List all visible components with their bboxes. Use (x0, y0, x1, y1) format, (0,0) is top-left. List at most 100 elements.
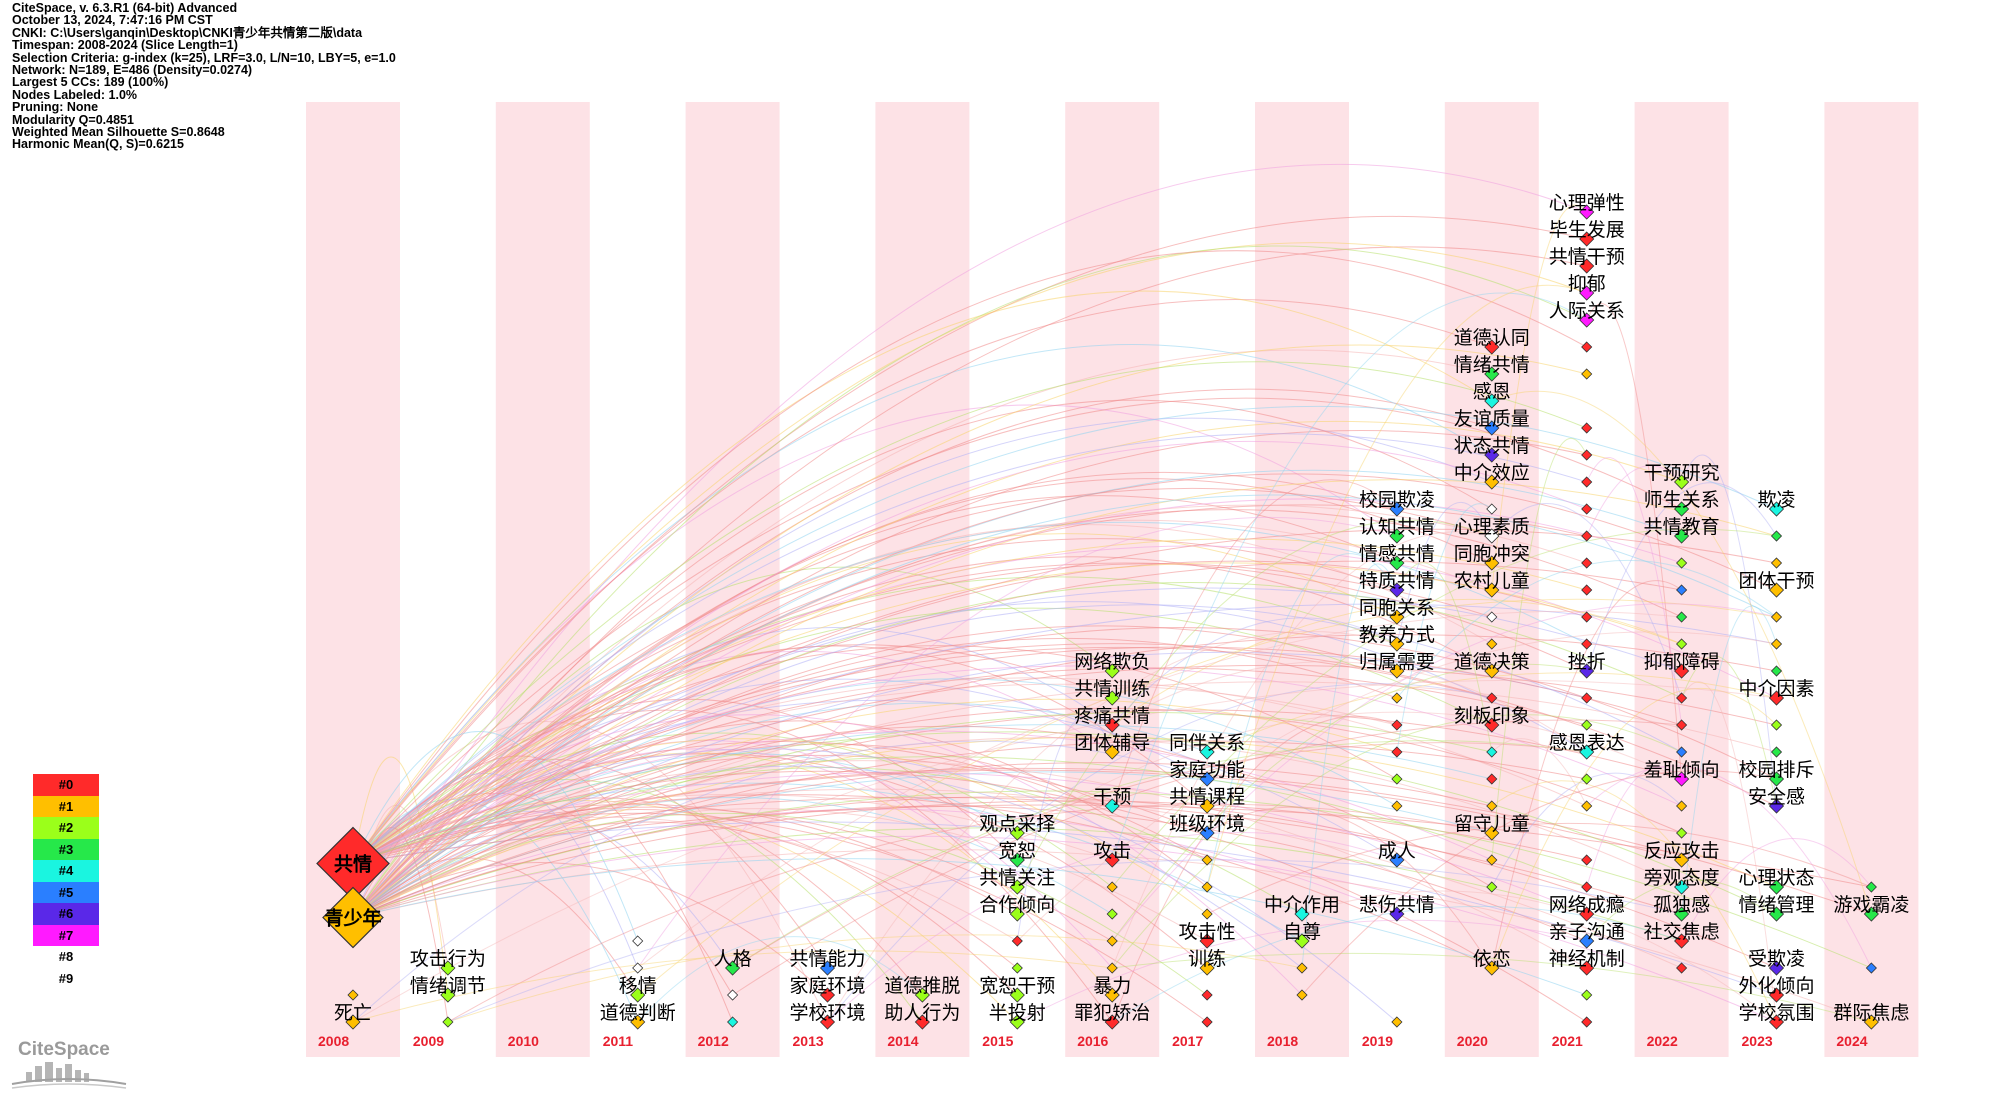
keyword-label[interactable]: 共情课程 (1169, 786, 1245, 808)
keyword-node[interactable] (1768, 771, 1785, 787)
keyword-node[interactable] (1579, 906, 1595, 922)
keyword-node[interactable] (1581, 476, 1593, 488)
keyword-label[interactable]: 感恩 (1473, 381, 1511, 403)
keyword-label[interactable]: 挫折 (1568, 651, 1606, 673)
keyword-node[interactable] (1770, 611, 1783, 623)
keyword-node[interactable] (322, 886, 384, 949)
keyword-node[interactable] (1104, 987, 1120, 1003)
keyword-node[interactable] (347, 989, 359, 1001)
keyword-node[interactable] (1674, 852, 1690, 868)
keyword-node[interactable] (1106, 908, 1118, 920)
keyword-node[interactable] (1389, 528, 1405, 544)
keyword-node[interactable] (1486, 773, 1498, 785)
keyword-label[interactable]: 罪犯矫治 (1074, 1002, 1150, 1024)
keyword-node[interactable] (1106, 935, 1118, 947)
keyword-node[interactable] (1768, 906, 1785, 922)
keyword-node[interactable] (1676, 746, 1688, 758)
keyword-label[interactable]: 网络成瘾 (1549, 894, 1625, 916)
keyword-label[interactable]: 抑郁障碍 (1644, 651, 1720, 673)
keyword-label[interactable]: 师生关系 (1644, 489, 1720, 511)
keyword-label[interactable]: 人格 (714, 948, 752, 970)
keyword-label[interactable]: 教养方式 (1359, 624, 1435, 646)
keyword-label[interactable]: 宽恕 (998, 840, 1036, 862)
keyword-label[interactable]: 道德认同 (1454, 327, 1530, 349)
keyword-node[interactable] (1484, 960, 1500, 976)
keyword-label[interactable]: 网络欺负 (1074, 651, 1150, 673)
keyword-node[interactable] (630, 1014, 646, 1030)
keyword-node[interactable] (914, 1014, 930, 1030)
keyword-node[interactable] (1199, 798, 1215, 814)
keyword-label[interactable]: 归属需要 (1359, 651, 1435, 673)
keyword-node[interactable] (1581, 341, 1593, 353)
keyword-node[interactable] (1768, 798, 1785, 814)
keyword-label[interactable]: 宽恕干预 (979, 975, 1055, 997)
keyword-label[interactable]: 依恋 (1473, 948, 1511, 970)
keyword-node[interactable] (632, 935, 644, 947)
keyword-node[interactable] (1581, 449, 1593, 461)
keyword-label[interactable]: 成人 (1378, 840, 1416, 862)
keyword-node[interactable] (1484, 474, 1500, 490)
keyword-node[interactable] (1201, 881, 1213, 893)
keyword-label[interactable]: 道德判断 (600, 1002, 676, 1024)
keyword-label[interactable]: 感恩表达 (1549, 732, 1625, 754)
keyword-node[interactable] (1009, 825, 1025, 841)
keyword-node[interactable] (1484, 339, 1500, 355)
keyword-node[interactable] (1676, 557, 1688, 569)
keyword-label[interactable]: 欺凌 (1757, 489, 1795, 511)
keyword-node[interactable] (1009, 852, 1025, 868)
keyword-label[interactable]: 疼痛共情 (1074, 705, 1150, 727)
keyword-node[interactable] (1581, 584, 1593, 596)
keyword-node[interactable] (1581, 503, 1593, 515)
keyword-node[interactable] (1011, 935, 1023, 947)
keyword-label[interactable]: 学校氛围 (1738, 1002, 1814, 1024)
keyword-node[interactable] (1676, 719, 1688, 731)
keyword-label[interactable]: 共情能力 (789, 948, 865, 970)
keyword-label[interactable]: 友谊质量 (1454, 408, 1530, 430)
keyword-node[interactable] (1484, 717, 1500, 733)
keyword-label[interactable]: 抑郁 (1568, 273, 1606, 295)
keyword-label[interactable]: 道德推脱 (884, 975, 960, 997)
keyword-node[interactable] (1863, 906, 1879, 922)
keyword-label[interactable]: 助人行为 (884, 1002, 960, 1024)
keyword-node[interactable] (1581, 800, 1593, 812)
keyword-label[interactable]: 反应攻击 (1644, 840, 1720, 862)
keyword-node[interactable] (1581, 1016, 1593, 1028)
keyword-label[interactable]: 攻击行为 (410, 948, 486, 970)
keyword-label[interactable]: 旁观态度 (1644, 867, 1720, 889)
keyword-node[interactable] (1770, 719, 1783, 731)
keyword-node[interactable] (1104, 717, 1120, 733)
keyword-node[interactable] (1104, 663, 1120, 679)
keyword-node[interactable] (1768, 582, 1785, 598)
keyword-label[interactable]: 中介因素 (1738, 678, 1814, 700)
keyword-node[interactable] (1581, 557, 1593, 569)
keyword-label[interactable]: 孤独感 (1653, 894, 1710, 916)
keyword-label[interactable]: 共情 (334, 853, 372, 876)
keyword-node[interactable] (1389, 555, 1405, 571)
keyword-label[interactable]: 家庭环境 (789, 975, 865, 997)
keyword-label[interactable]: 班级环境 (1169, 813, 1245, 835)
keyword-node[interactable] (727, 989, 739, 1001)
keyword-node[interactable] (1294, 906, 1310, 922)
keyword-node[interactable] (1674, 933, 1690, 949)
keyword-node[interactable] (1486, 692, 1498, 704)
keyword-node[interactable] (1389, 663, 1405, 679)
keyword-label[interactable]: 社交焦虑 (1644, 921, 1720, 943)
keyword-node[interactable] (1676, 800, 1688, 812)
keyword-node[interactable] (1391, 800, 1403, 812)
keyword-label[interactable]: 同胞关系 (1359, 597, 1435, 619)
keyword-node[interactable] (1201, 989, 1213, 1001)
keyword-node[interactable] (1106, 881, 1118, 893)
keyword-node[interactable] (1581, 368, 1593, 380)
keyword-node[interactable] (1581, 854, 1593, 866)
keyword-node[interactable] (1009, 987, 1025, 1003)
keyword-label[interactable]: 刻板印象 (1454, 705, 1530, 727)
keyword-node[interactable] (1579, 285, 1595, 301)
keyword-label[interactable]: 共情干预 (1549, 246, 1625, 268)
keyword-node[interactable] (1389, 501, 1405, 517)
keyword-node[interactable] (1674, 906, 1690, 922)
keyword-node[interactable] (1581, 611, 1593, 623)
keyword-node[interactable] (914, 987, 930, 1003)
keyword-node[interactable] (1486, 800, 1498, 812)
keyword-node[interactable] (1674, 501, 1690, 517)
keyword-node[interactable] (1391, 692, 1403, 704)
